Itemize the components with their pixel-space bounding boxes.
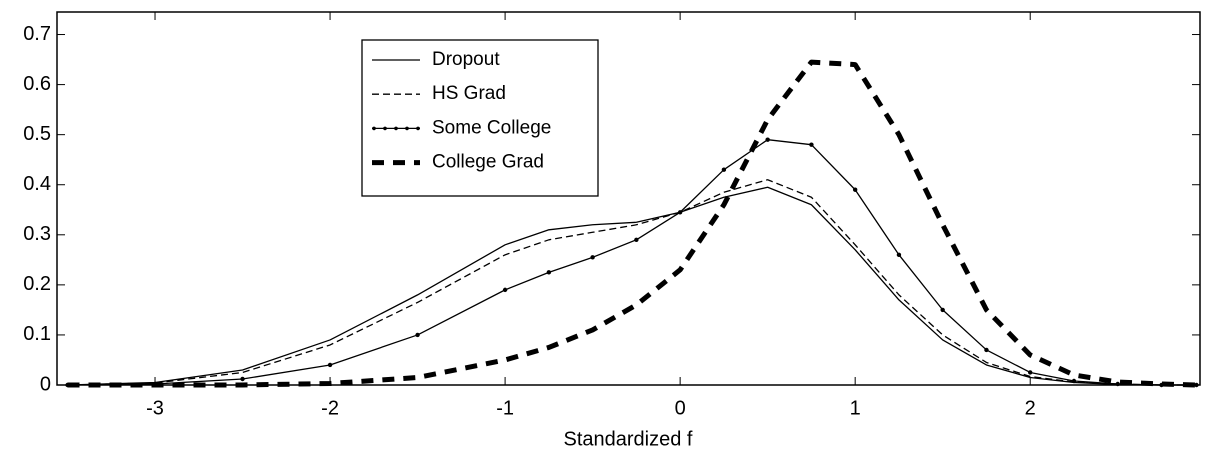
x-tick-label: 1 (850, 397, 861, 419)
y-tick-label: 0.4 (23, 173, 51, 195)
series-marker (1115, 381, 1120, 387)
x-axis-label: Standardized f (564, 428, 693, 450)
series-marker (896, 252, 902, 258)
series-marker (809, 142, 814, 147)
legend-label: Some College (432, 117, 551, 138)
y-tick-label: 0.3 (23, 223, 51, 245)
y-tick-label: 0.1 (23, 323, 51, 345)
x-tick-label: 0 (675, 397, 686, 419)
legend-box (361, 39, 599, 197)
legend-swatch-marker (416, 126, 420, 131)
y-tick-label: 0.6 (23, 73, 51, 95)
legend-swatch-marker (405, 126, 409, 131)
series-marker (590, 255, 595, 260)
x-tick-label: -2 (321, 397, 339, 419)
y-tick-label: 0.5 (23, 123, 51, 145)
y-tick-label: 0.2 (23, 273, 51, 295)
series-marker (415, 332, 420, 338)
legend-swatch-marker (394, 126, 398, 131)
x-tick-label: -1 (496, 397, 514, 419)
series-line (67, 179, 1197, 386)
legend-label: HS Grad (432, 83, 506, 104)
series-marker (852, 187, 858, 192)
series-marker (984, 347, 989, 353)
series-marker (240, 376, 245, 382)
series-marker (765, 137, 770, 142)
legend-swatch-marker (372, 126, 376, 131)
series-marker (1194, 382, 1199, 388)
x-tick-label: -3 (146, 397, 164, 419)
series-line (67, 59, 1197, 388)
series-marker (677, 210, 683, 215)
series-marker (634, 237, 639, 243)
plot-frame (56, 11, 1201, 386)
y-tick-label: 0 (40, 373, 51, 395)
series-marker (546, 270, 552, 275)
series-line (67, 186, 1197, 386)
series-marker (721, 167, 727, 172)
legend-swatch-marker (383, 126, 387, 131)
series-marker (940, 307, 945, 313)
x-tick-label: 2 (1025, 397, 1036, 419)
series-line (67, 139, 1197, 386)
legend-label: College Grad (432, 152, 544, 173)
series-marker (327, 362, 333, 368)
series-marker (1028, 370, 1033, 375)
legend-label: Dropout (432, 49, 500, 70)
legend: Dropout HS Grad Some College College Grad (361, 39, 599, 197)
y-tick-label: 0.7 (23, 23, 51, 45)
series-marker (502, 287, 508, 293)
series-marker (1071, 378, 1077, 384)
